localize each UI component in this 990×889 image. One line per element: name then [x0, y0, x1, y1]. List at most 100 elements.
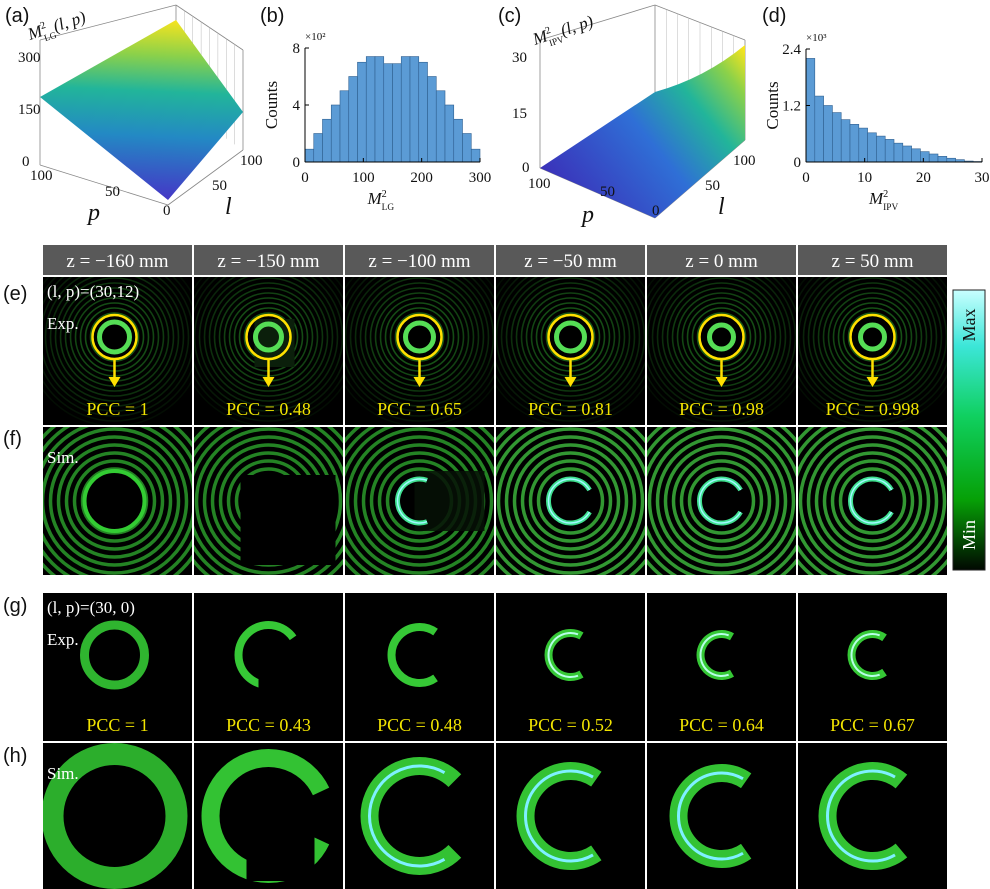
colorbar-max: Max	[959, 309, 979, 342]
panel-label: (d)	[762, 5, 786, 27]
pcc-label: PCC = 1	[86, 399, 148, 419]
bar	[331, 105, 340, 162]
p-tick-label: 50	[600, 184, 615, 200]
bar	[358, 62, 367, 162]
image-cell	[475, 405, 667, 597]
bar	[815, 96, 824, 162]
pcc-label: PCC = 0.48	[377, 715, 462, 735]
bar	[885, 139, 894, 162]
label-sub: IPV	[883, 203, 898, 213]
label-sub: LG	[382, 203, 395, 213]
bar	[859, 128, 868, 162]
y-axis-label: Counts	[763, 81, 782, 129]
bar	[471, 149, 480, 162]
z-tick-label: 30	[512, 50, 527, 66]
bar	[929, 154, 938, 162]
surface	[40, 20, 243, 200]
bar	[947, 158, 956, 162]
row-label: (h)	[3, 745, 27, 767]
l-tick-label: 100	[240, 153, 263, 169]
y-tick-label: 0	[293, 155, 301, 171]
bar	[393, 64, 402, 162]
bar	[876, 136, 885, 162]
row-mode: Exp.	[47, 630, 79, 649]
p-axis-label: p	[86, 200, 100, 226]
y-tick-label: 2.4	[782, 42, 801, 58]
bar	[384, 64, 393, 162]
l-tick-label: 50	[212, 178, 227, 194]
label-base: M	[868, 189, 884, 208]
row-label: (f)	[3, 428, 22, 450]
image-cell	[798, 743, 947, 889]
p-axis-label: p	[580, 202, 594, 228]
bar	[375, 57, 384, 162]
image-cell	[647, 743, 796, 889]
image-cell	[173, 405, 365, 597]
x-tick-label: 30	[975, 170, 990, 186]
image-cell	[626, 405, 818, 597]
pcc-label: PCC = 0.52	[528, 715, 613, 735]
label-sup: 2	[382, 189, 387, 200]
core	[87, 473, 143, 529]
x-tick-label: 0	[802, 170, 810, 186]
panel-label: (a)	[5, 5, 29, 27]
bar	[401, 57, 410, 162]
row-tag: (l, p)=(30, 0)	[47, 598, 135, 617]
pcc-label: PCC = 0.998	[826, 399, 920, 419]
l-axis-label: l	[718, 194, 725, 220]
bar	[340, 91, 349, 162]
image-cell	[496, 743, 645, 889]
column-title: z = −160 mm	[66, 251, 168, 272]
bar	[903, 146, 912, 162]
multiplier: ×10²	[305, 31, 326, 43]
patch	[241, 475, 336, 565]
bar	[428, 77, 437, 163]
bar	[305, 149, 314, 162]
x-tick-label: 200	[410, 170, 433, 186]
row-label: (e)	[3, 283, 27, 305]
column-title: z = 0 mm	[685, 251, 758, 272]
y-axis-label: Counts	[262, 81, 281, 129]
page: {"panels_3d":[ {"label":"(a)","zlabel":{…	[0, 0, 990, 889]
pcc-label: PCC = 1	[86, 715, 148, 735]
row-label: (g)	[3, 595, 27, 617]
bar	[841, 120, 850, 162]
pcc-label: PCC = 0.65	[377, 399, 462, 419]
bar	[366, 57, 375, 162]
axis-label: M2IPV	[868, 189, 898, 213]
l-tick-label: 50	[705, 178, 720, 194]
bar	[454, 119, 463, 162]
colorbar-min: Min	[959, 520, 979, 550]
y-tick-label: 4	[293, 98, 301, 114]
pcc-label: PCC = 0.43	[226, 715, 311, 735]
multiplier: ×10³	[806, 32, 827, 44]
bar	[868, 133, 877, 162]
bar	[938, 156, 947, 162]
bar	[436, 91, 445, 162]
l-axis-label: l	[225, 194, 232, 220]
image-cell	[19, 405, 211, 597]
bar	[806, 58, 815, 162]
pcc-label: PCC = 0.98	[679, 399, 764, 419]
bar	[463, 134, 472, 163]
bar	[920, 152, 929, 162]
column-title: z = −150 mm	[217, 251, 319, 272]
image-cell	[777, 405, 969, 597]
row-mode: Sim.	[47, 764, 79, 783]
patch	[247, 801, 315, 881]
column-title: z = −50 mm	[524, 251, 617, 272]
column-title: z = −100 mm	[368, 251, 470, 272]
bar	[894, 143, 903, 162]
p-tick-label: 50	[105, 184, 120, 200]
bar	[824, 106, 833, 163]
row-mode: Exp.	[47, 314, 79, 333]
p-tick-label: 100	[30, 168, 53, 184]
pcc-label: PCC = 0.64	[679, 715, 764, 735]
panel-label: (b)	[260, 5, 284, 27]
figure: (a)3001500M2LG(l, p)10050p050100l(c)3015…	[0, 0, 990, 889]
box-edge	[540, 5, 655, 40]
label-base: M	[367, 189, 383, 208]
bar	[445, 105, 454, 162]
x-tick-label: 0	[301, 170, 309, 186]
bar	[323, 119, 332, 162]
